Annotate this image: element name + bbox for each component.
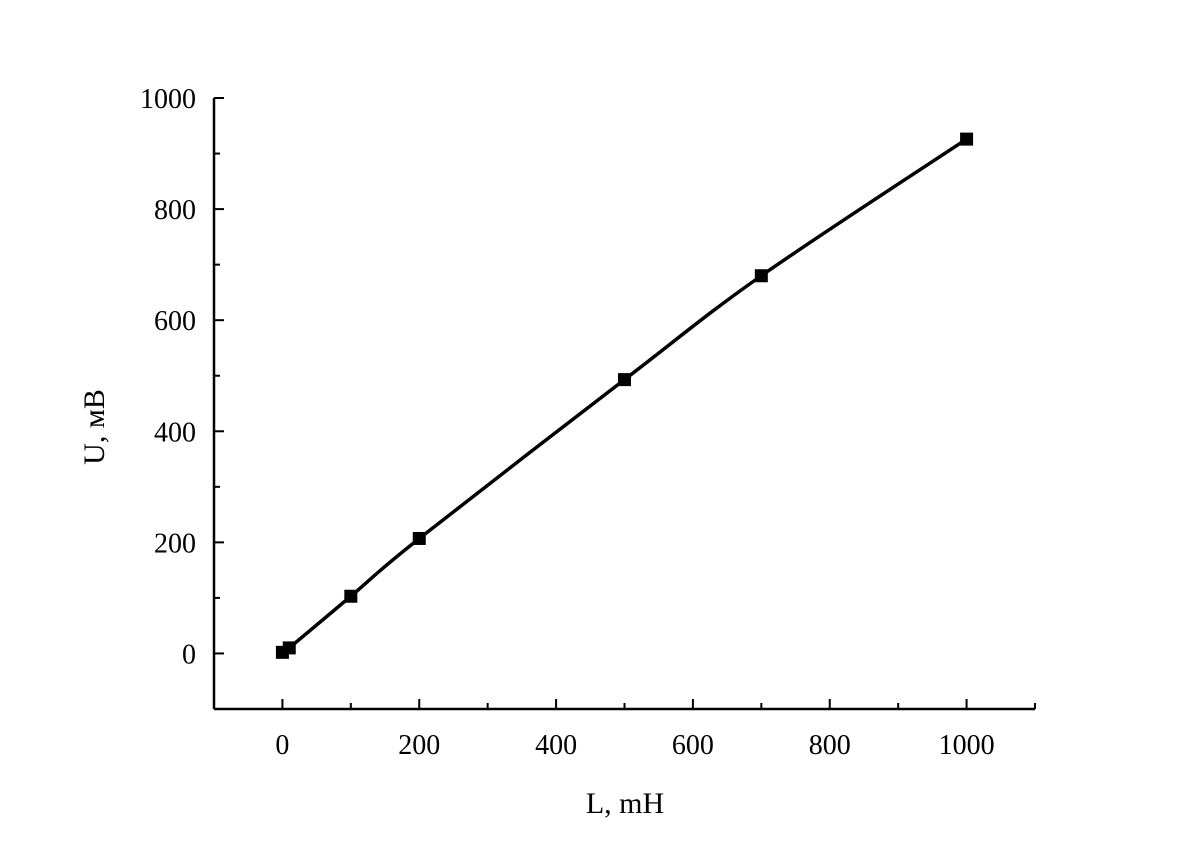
y-tick-label: 1000 [140, 84, 196, 115]
data-point [960, 132, 974, 146]
x-tick-label: 1000 [939, 730, 995, 761]
x-tick-label: 600 [672, 730, 714, 761]
x-axis: 0 200 400 600 800 1000 [213, 699, 1036, 761]
y-tick-label: 400 [154, 417, 196, 448]
x-axis-label: L, mH [586, 787, 664, 820]
data-point [282, 641, 296, 655]
y-tick-label: 0 [182, 639, 196, 670]
x-tick-label: 0 [275, 730, 289, 761]
y-ticks: 0 200 400 600 800 1000 [140, 84, 224, 710]
x-tick-label: 400 [535, 730, 577, 761]
x-tick-label: 200 [398, 730, 440, 761]
series-markers [275, 132, 974, 659]
y-tick-label: 800 [154, 195, 196, 226]
y-axis-label: U, мВ [78, 389, 111, 465]
series-line [280, 137, 968, 656]
y-tick-label: 200 [154, 528, 196, 559]
data-point [618, 373, 631, 387]
data-point [754, 269, 768, 283]
x-tick-label: 800 [809, 730, 851, 761]
y-tick-label: 600 [154, 306, 196, 337]
x-ticks: 0 200 400 600 800 1000 [213, 699, 1036, 761]
data-point [412, 531, 426, 545]
data-point [344, 589, 358, 603]
y-axis: 0 200 400 600 800 1000 [140, 84, 224, 710]
